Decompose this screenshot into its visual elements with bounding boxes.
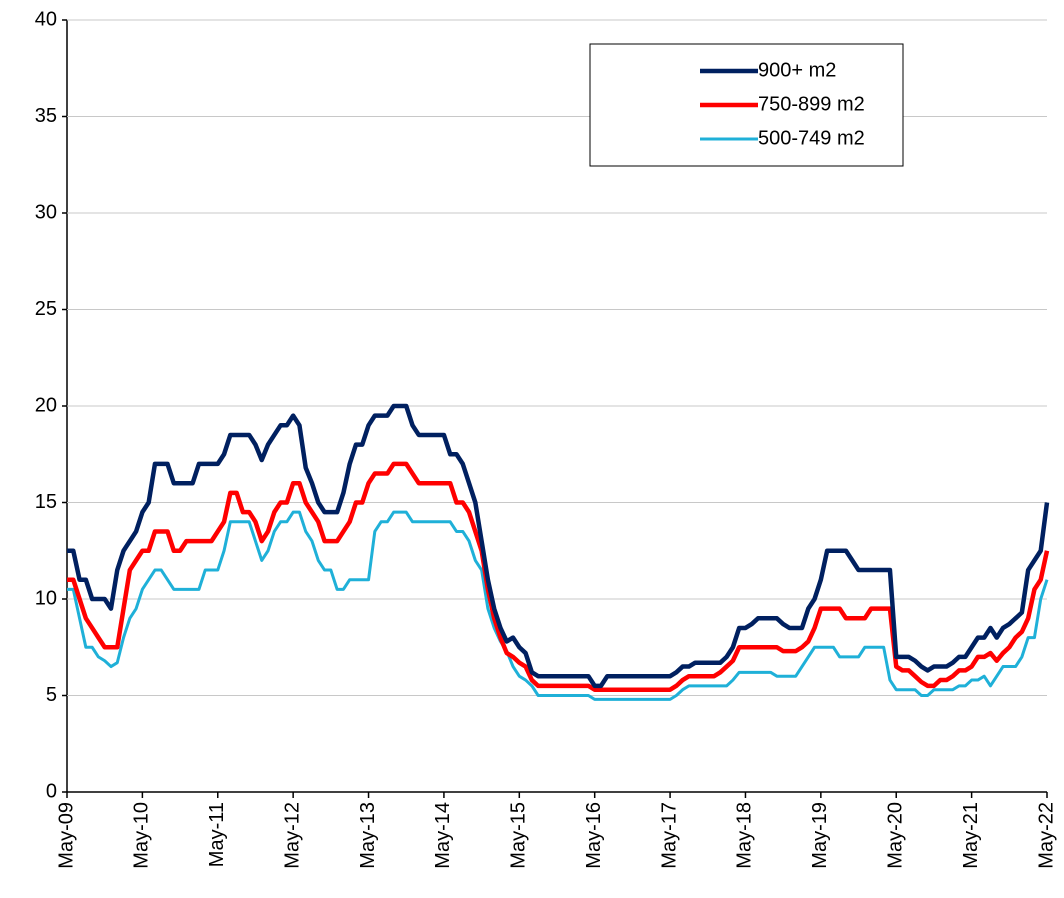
series-line: [67, 403, 1050, 689]
series-line: [67, 461, 1050, 692]
x-tick-label: May-10: [131, 802, 153, 869]
x-tick-label: May-17: [658, 802, 680, 869]
y-tick-label: 40: [35, 8, 57, 30]
x-tick-label: May-12: [281, 802, 303, 869]
y-tick-label: 15: [35, 491, 57, 513]
y-tick-label: 0: [46, 780, 57, 802]
x-tick-label: May-11: [206, 802, 228, 867]
x-tick-label: May-20: [885, 802, 907, 869]
x-tick-label: May-21: [960, 802, 982, 869]
x-tick-label: May-22: [1035, 802, 1057, 869]
y-tick-label: 20: [35, 394, 57, 416]
series-line: [67, 510, 1049, 701]
y-tick-label: 30: [35, 201, 57, 223]
x-tick-label: May-14: [432, 802, 454, 869]
legend-label: 750-899 m2: [758, 93, 865, 115]
legend-label: 500-749 m2: [758, 127, 865, 149]
y-tick-label: 35: [35, 105, 57, 127]
legend-label: 900+ m2: [758, 59, 836, 81]
x-tick-label: May-13: [357, 802, 379, 869]
x-tick-label: May-18: [734, 802, 756, 869]
x-tick-label: May-15: [508, 802, 530, 869]
x-tick-label: May-09: [55, 802, 77, 869]
x-tick-label: May-19: [809, 802, 831, 869]
y-tick-label: 25: [35, 298, 57, 320]
x-tick-label: May-16: [583, 802, 605, 869]
y-tick-label: 5: [46, 684, 57, 706]
y-tick-label: 10: [35, 587, 57, 609]
